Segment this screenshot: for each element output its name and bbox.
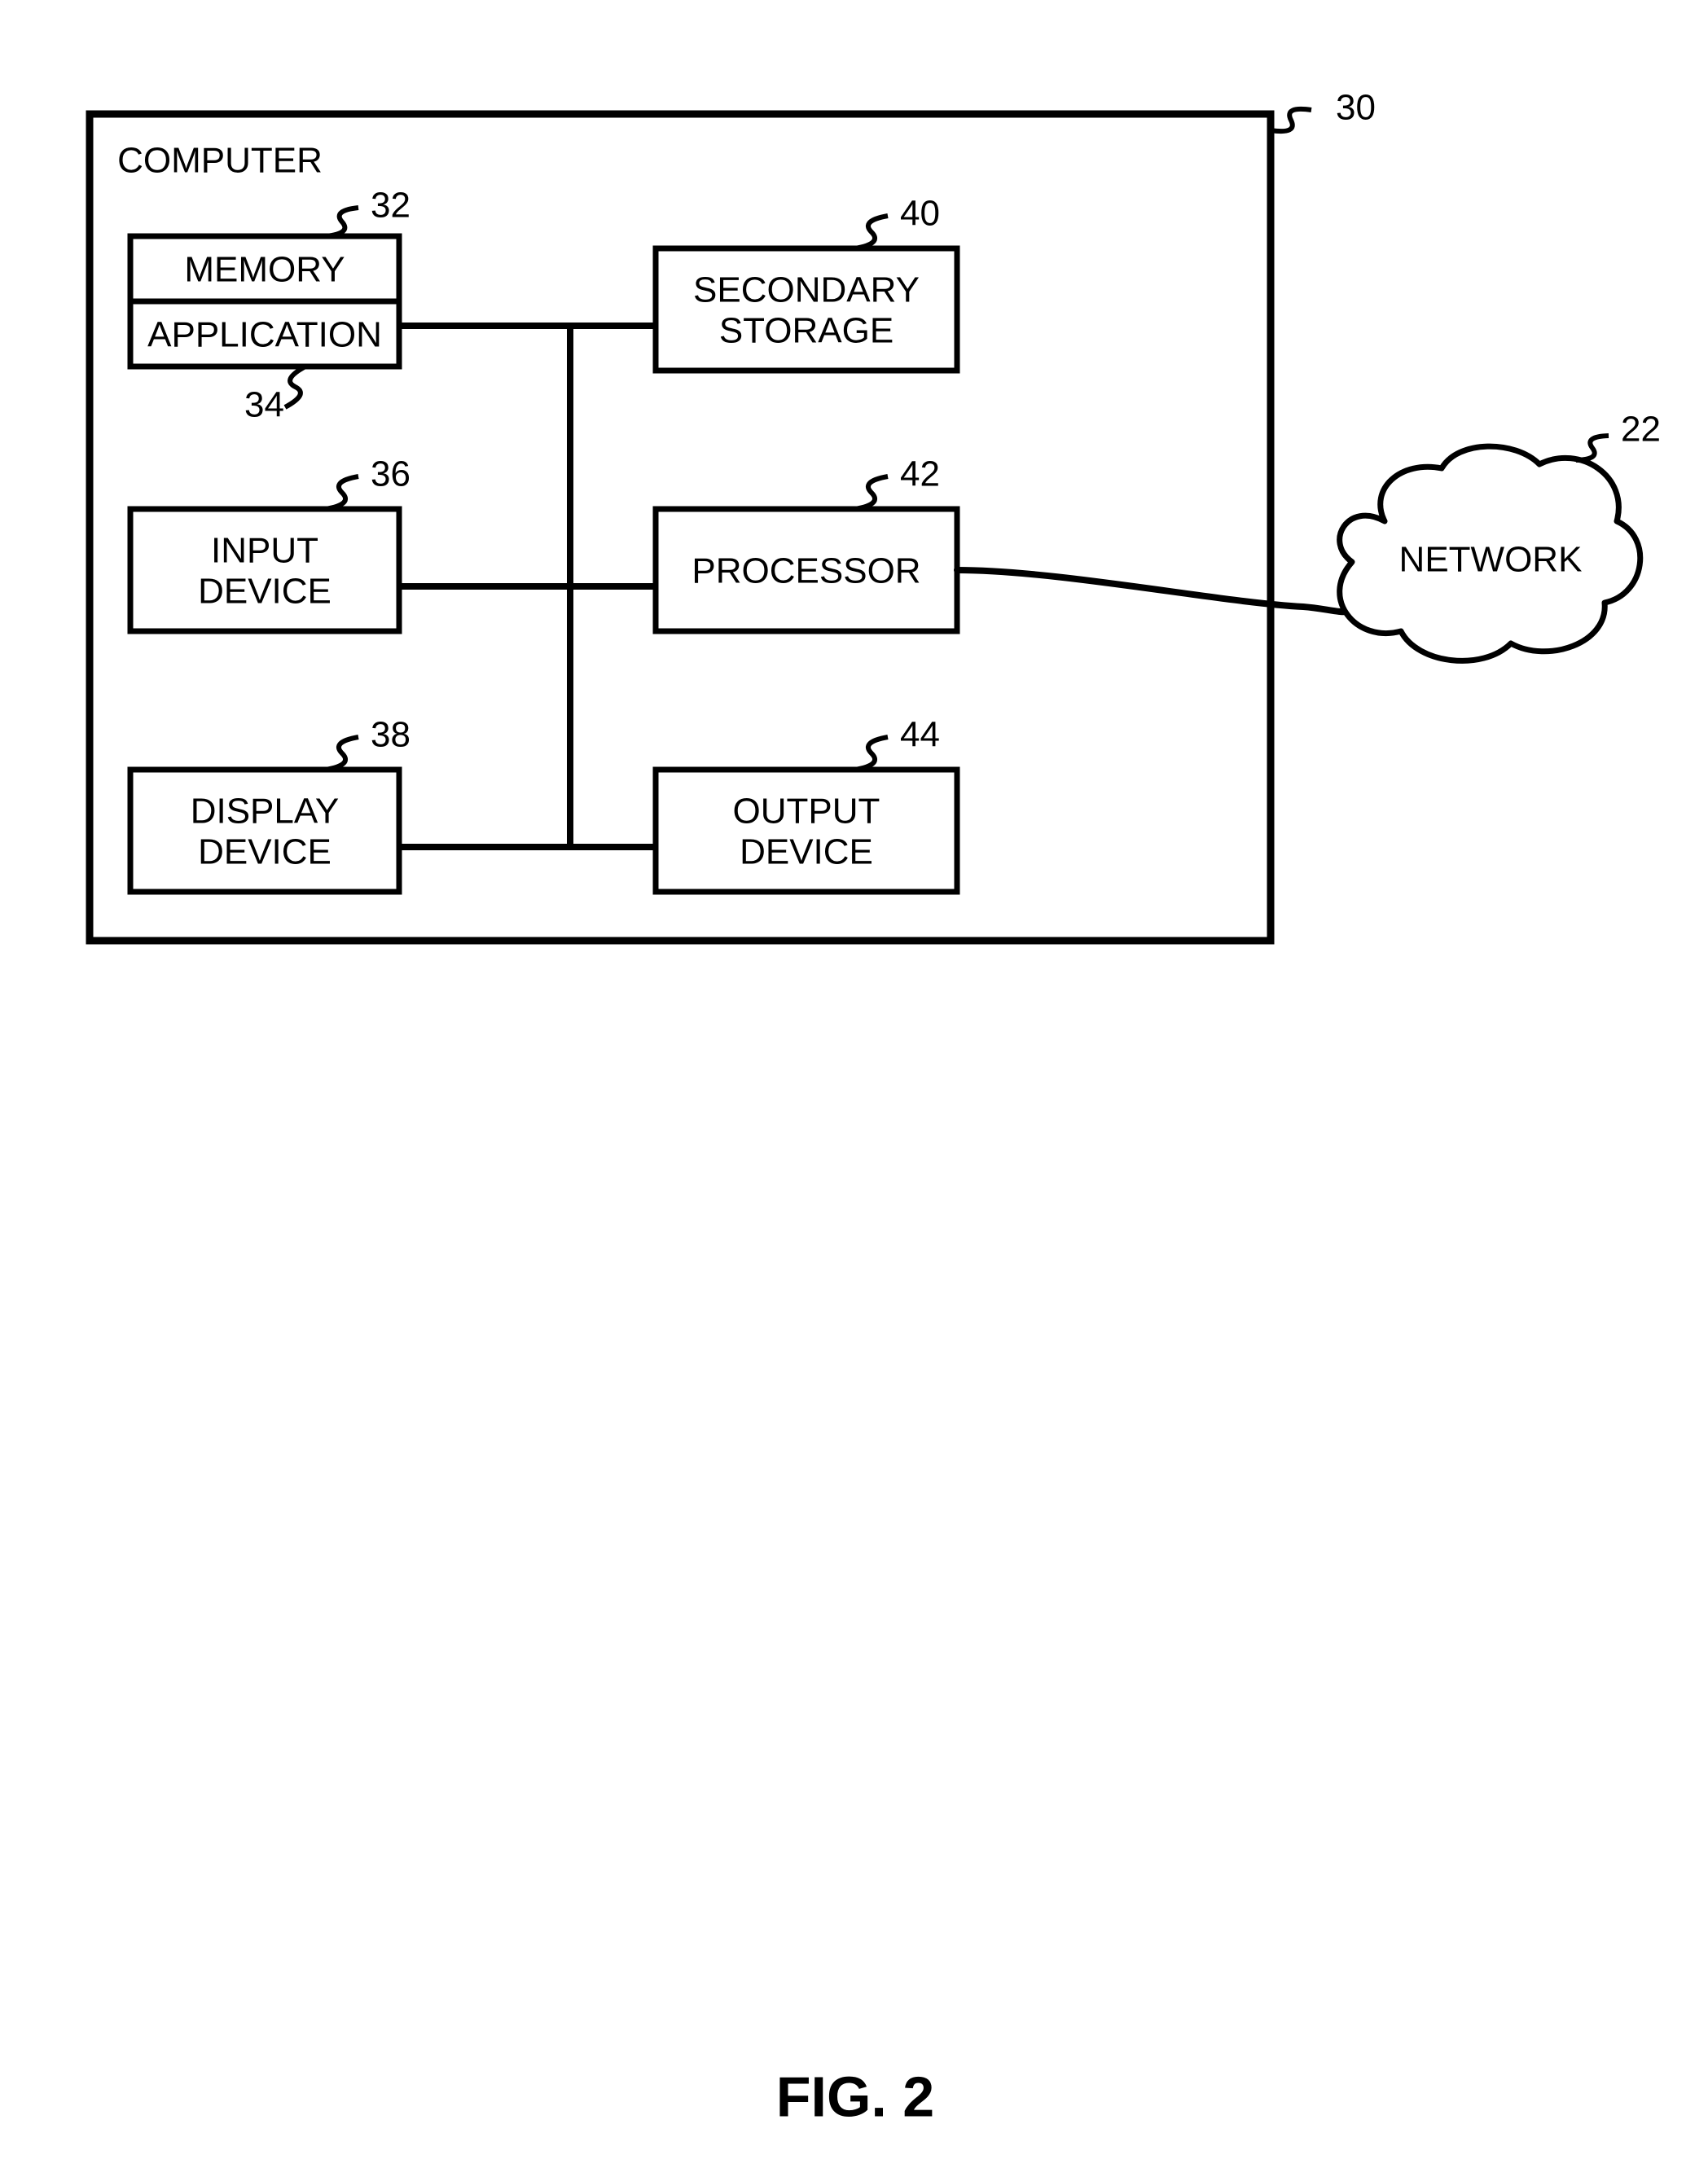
output-ref: 44 [900,715,940,755]
network-label: NETWORK [1399,540,1583,580]
computer-title: COMPUTER [117,141,323,181]
figure-caption: FIG. 2 [776,2065,934,2128]
memory-ref: 32 [371,186,411,226]
input-label-1: DEVICE [198,572,332,612]
display-label-1: DEVICE [198,832,332,872]
secondary-label-1: STORAGE [719,311,894,351]
secondary-label-0: SECONDARY [693,270,920,310]
memory-label-0: MEMORY [184,250,345,290]
computer-ref: 30 [1336,88,1376,128]
display-ref: 38 [371,715,411,755]
network-ref: 22 [1621,410,1661,450]
display-label-0: DISPLAY [191,792,340,832]
secondary-ref: 40 [900,194,940,234]
output-label-1: DEVICE [740,832,873,872]
application-ref: 34 [244,385,284,425]
processor-label-0: PROCESSOR [692,551,920,591]
input-label-0: INPUT [211,531,318,571]
input-ref: 36 [371,454,411,494]
output-label-0: OUTPUT [733,792,880,832]
application-label-0: APPLICATION [147,315,382,355]
processor-ref: 42 [900,454,940,494]
